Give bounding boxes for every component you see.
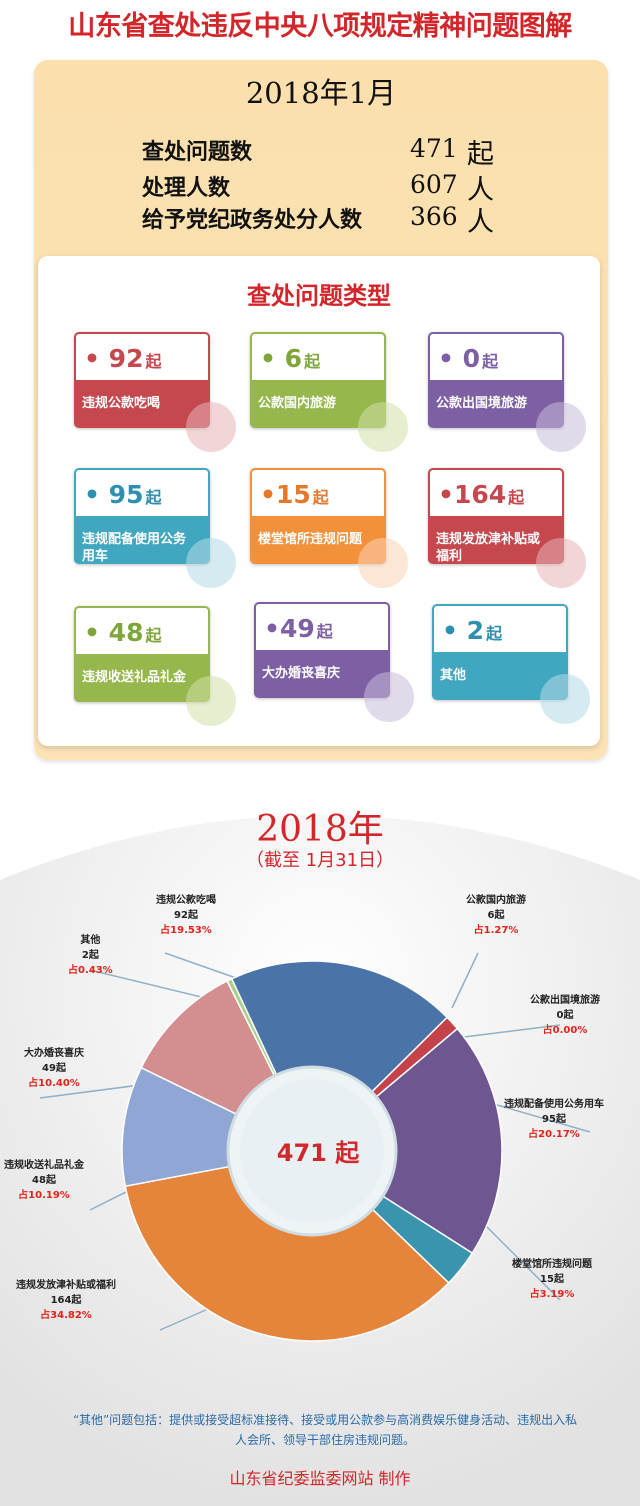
type-card-label: 楼堂馆所违规问题 [258,532,363,547]
slice-label: 违规公款吃喝 92起 占19.53% [156,895,216,936]
decorative-circle [364,672,414,722]
type-card-label: 大办婚丧喜庆 [262,666,341,681]
slice-label: 违规收送礼品礼金 48起 占10.19% [4,1160,84,1201]
month-heading: 2018年1月 [245,76,397,110]
decorative-circle [358,538,408,588]
decorative-circle [186,538,236,588]
type-card-label: 违规配备使用公务用车 [82,532,187,564]
type-card: • 48 起 违规收送礼品礼金 [74,606,210,702]
slice-label: 其他 2起 占0.43% [68,935,113,976]
stat-label: 查处问题数 [142,140,253,165]
leader-line [39,1084,141,1099]
slice-label: 公款国内旅游 6起 占1.27% [466,895,526,936]
slice-label: 楼堂馆所违规问题 15起 占3.19% [512,1259,592,1300]
donut-center [240,1079,384,1223]
type-card-count: • 95 起 [84,480,162,509]
stat-unit: 人 [467,175,494,206]
type-card-label: 违规发放津补贴或福利 [436,532,541,564]
type-card-count: •49 起 [264,614,333,643]
stat-value: 607 [410,170,458,199]
type-card: • 92 起 违规公款吃喝 [74,332,210,428]
year-title: 2018年 [256,809,384,850]
type-card-count: • 48 起 [84,618,162,647]
page-title: 山东省查处违反中央八项规定精神问题图解 [68,11,572,42]
donut-chart: 471 起 [39,952,591,1342]
type-card-count: •15 起 [260,480,329,509]
type-card-label: 违规公款吃喝 [82,396,161,411]
decorative-circle [536,538,586,588]
slice-label: 大办婚丧喜庆 49起 占10.40% [24,1048,84,1089]
stat-label: 处理人数 [142,176,231,201]
year-subtitle: （截至 1月31日） [245,850,395,871]
type-card-label: 违规收送礼品礼金 [82,670,187,685]
type-card-count: • 92 起 [84,344,162,373]
stat-value: 471 [410,134,458,163]
type-card-label: 其他 [440,668,467,683]
stat-unit: 人 [467,207,494,238]
decorative-circle [186,402,236,452]
footnote: “其他”问题包括：提供或接受超标准接待、接受或用公款参与高消费娱乐健身活动、违规… [72,1413,578,1447]
stat-value: 366 [410,202,458,231]
leader-line [451,952,479,1009]
types-title: 查处问题类型 [247,282,391,310]
type-card-label: 公款出国境旅游 [436,396,528,411]
slice-label: 公款出国境旅游 0起 占0.00% [530,995,600,1036]
slice-label: 违规发放津补贴或福利 164起 占34.82% [16,1280,116,1321]
summary-panel: 2018年1月 查处问题数 471 起 处理人数 607 人 给予党纪政务处分人… [34,60,608,760]
decorative-circle [186,676,236,726]
donut-slices [121,960,503,1342]
decorative-circle [536,402,586,452]
type-card: • 95 起 违规配备使用公务用车 [74,468,210,564]
leader-line [479,1219,561,1301]
donut-center-label: 471 起 [277,1139,360,1167]
stat-label: 给予党纪政务处分人数 [142,208,363,233]
slice-label: 违规配备使用公务用车 95起 占20.17% [504,1099,604,1140]
decorative-circle [358,402,408,452]
type-card: •164 起 违规发放津补贴或福利 [428,468,564,564]
decorative-circle [540,674,590,724]
type-card-count: •164 起 [438,480,525,509]
stat-unit: 起 [467,139,494,170]
footer-credit: 山东省纪委监委网站 制作 [229,1469,411,1488]
type-card-label: 公款国内旅游 [258,396,337,411]
leader-line [479,1099,591,1133]
